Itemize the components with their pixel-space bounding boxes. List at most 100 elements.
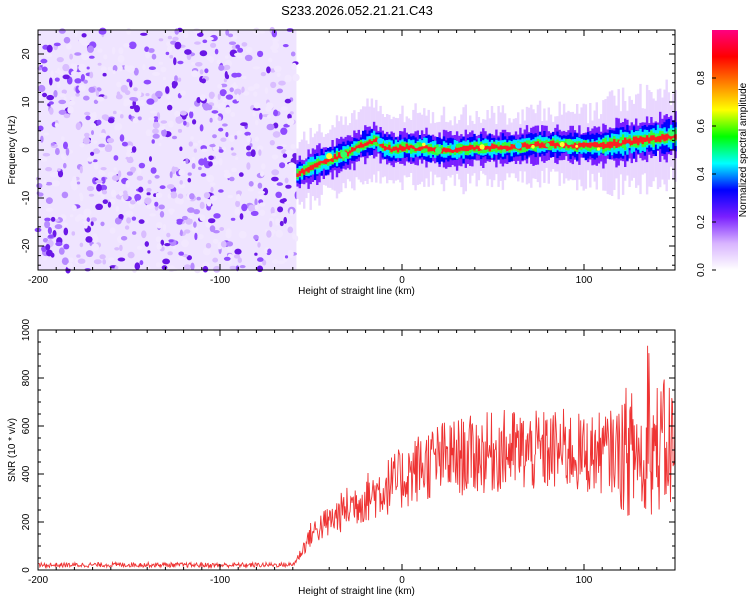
noise-point <box>178 169 185 176</box>
noise-point <box>76 214 84 220</box>
noise-point <box>276 146 284 150</box>
noise-point <box>191 163 196 169</box>
noise-point <box>154 205 159 211</box>
noise-point <box>90 217 98 222</box>
ridge-point <box>425 145 428 149</box>
noise-point <box>158 38 164 42</box>
noise-point <box>193 209 201 215</box>
ridge-point <box>366 141 369 146</box>
ridge-point <box>471 145 474 150</box>
noise-point <box>132 117 139 124</box>
spectrogram-x-tick-label: -100 <box>210 275 230 286</box>
noise-point <box>61 257 69 266</box>
noise-point <box>89 71 94 79</box>
noise-point <box>214 48 219 55</box>
ridge-point <box>442 147 446 152</box>
noise-point <box>133 67 139 76</box>
noise-point <box>37 125 44 132</box>
noise-point <box>144 46 150 52</box>
noise-point <box>179 180 183 185</box>
noise-point <box>292 153 298 159</box>
noise-point <box>82 221 89 225</box>
noise-point <box>110 189 116 198</box>
noise-point <box>292 73 300 82</box>
noise-point <box>167 104 173 111</box>
noise-point <box>55 241 63 247</box>
snr-y-tick-label: 0 <box>21 567 32 573</box>
ridge-point <box>619 141 623 146</box>
ridge-point <box>632 136 636 144</box>
noise-point <box>199 201 205 209</box>
noise-point <box>257 182 263 189</box>
noise-point <box>241 42 248 47</box>
noise-point <box>220 240 227 248</box>
noise-point <box>161 129 167 137</box>
noise-point <box>81 42 89 46</box>
noise-point <box>128 114 132 120</box>
noise-point <box>73 63 78 72</box>
noise-point <box>167 193 171 199</box>
noise-point <box>197 140 204 144</box>
noise-point <box>148 48 155 53</box>
noise-point <box>284 255 289 259</box>
noise-point <box>86 185 95 192</box>
colorbar-gradient <box>712 30 738 270</box>
noise-point <box>177 60 184 65</box>
noise-point <box>96 96 105 102</box>
noise-point <box>282 153 288 158</box>
ridge-point <box>298 170 301 177</box>
noise-point <box>254 136 259 142</box>
noise-point <box>134 105 140 113</box>
noise-point <box>178 256 186 261</box>
noise-point <box>192 28 201 34</box>
noise-point <box>112 65 118 72</box>
ridge-point <box>418 142 422 150</box>
noise-point <box>280 127 288 135</box>
noise-point <box>206 55 213 61</box>
noise-point <box>49 107 54 115</box>
noise-point <box>189 111 194 119</box>
noise-point <box>234 135 238 140</box>
noise-point <box>103 95 108 100</box>
ridge-point <box>558 144 561 148</box>
noise-point <box>93 162 99 170</box>
noise-point <box>142 64 146 71</box>
noise-point <box>194 232 198 241</box>
noise-point <box>37 84 46 93</box>
noise-point <box>169 171 173 179</box>
noise-point <box>191 226 199 233</box>
noise-point <box>151 139 155 144</box>
noise-point <box>200 173 207 177</box>
ridge-point <box>390 148 393 153</box>
noise-point <box>272 131 281 138</box>
noise-point <box>109 227 116 234</box>
ridge-point <box>525 143 529 149</box>
noise-point <box>116 81 122 88</box>
ridge-point <box>534 141 537 147</box>
ridge-point <box>645 135 649 142</box>
noise-point <box>241 203 248 212</box>
noise-point <box>277 206 284 213</box>
noise-point <box>270 81 277 89</box>
noise-point <box>159 211 165 218</box>
noise-point <box>45 197 53 205</box>
noise-point <box>117 170 122 178</box>
noise-point <box>225 131 229 138</box>
noise-point <box>187 177 192 183</box>
noise-point <box>44 217 51 222</box>
noise-point <box>226 241 234 247</box>
ridge-point <box>340 151 348 158</box>
ridge-point <box>383 146 387 151</box>
noise-point <box>126 151 132 158</box>
colorbar: 0.0 0.2 0.4 0.6 0.8 Normalized spectral ampl… <box>696 30 749 277</box>
noise-point <box>201 78 207 84</box>
spectrogram-y-axis-label: Frequency (Hz) <box>7 116 18 185</box>
noise-point <box>54 224 63 230</box>
noise-point <box>209 225 216 233</box>
noise-point <box>153 193 157 198</box>
noise-point <box>118 214 124 219</box>
noise-point <box>275 218 280 226</box>
noise-point <box>54 77 60 82</box>
